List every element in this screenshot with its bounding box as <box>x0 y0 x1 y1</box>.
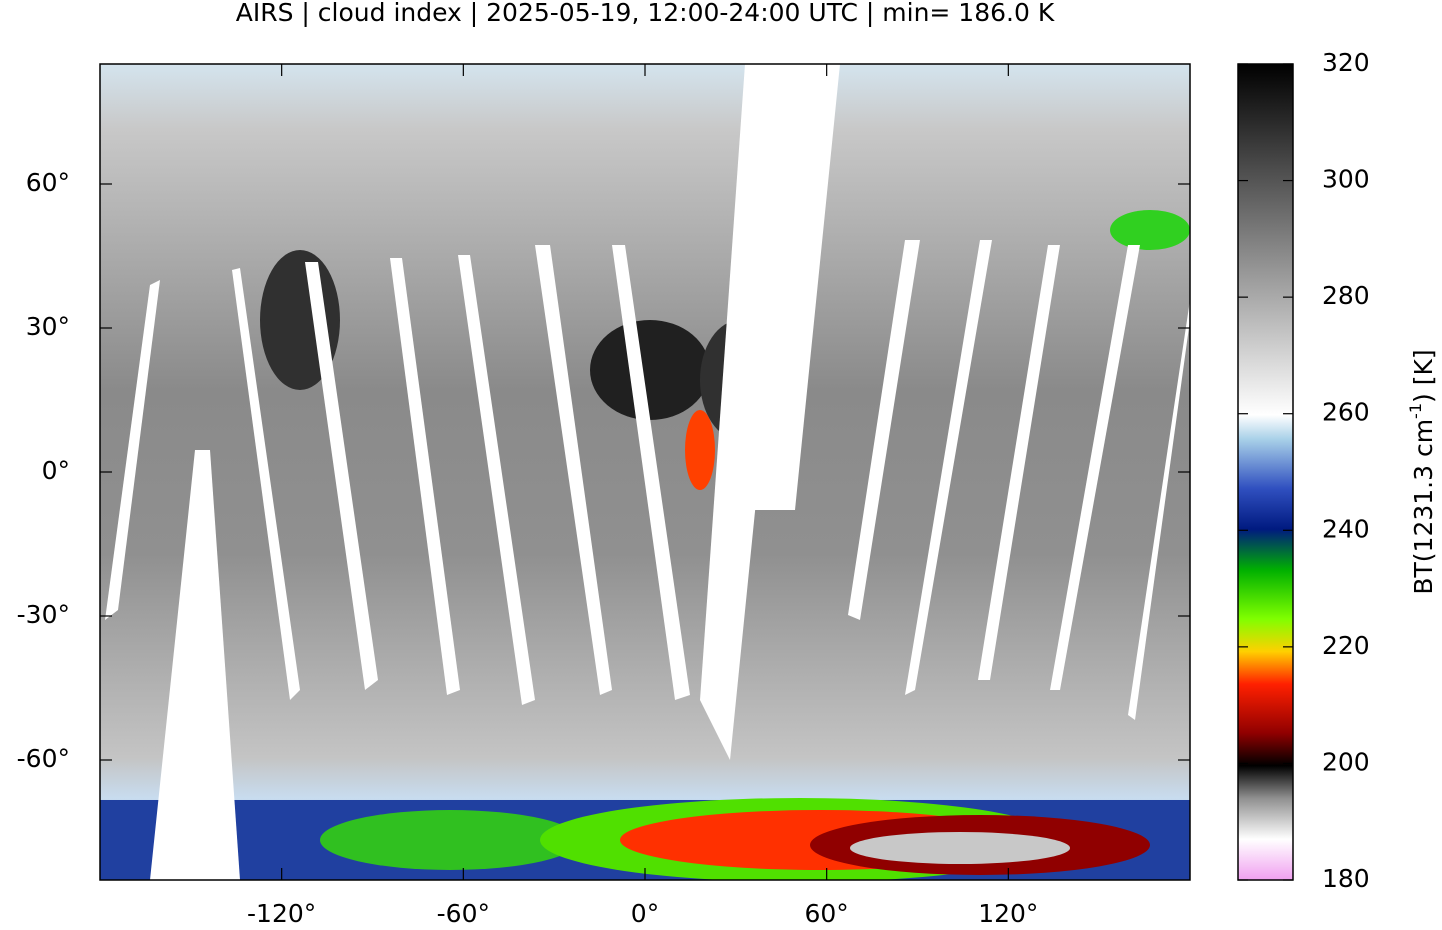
colorbar-tick-label: 180 <box>1322 864 1370 893</box>
x-tick-label: 60° <box>805 899 849 928</box>
colorbar <box>1237 63 1294 881</box>
colorbar-tick-label: 320 <box>1322 48 1370 77</box>
colorbar-tick-label: 240 <box>1322 514 1370 543</box>
colorbar-tick-label: 280 <box>1322 281 1370 310</box>
y-tick-label: -60° <box>17 744 70 773</box>
x-tick-label: -60° <box>437 899 490 928</box>
colorbar-label-text: ) [K] <box>1409 349 1438 403</box>
colorbar-tick-label: 260 <box>1322 398 1370 427</box>
colorbar-label-text: BT(1231.3 cm <box>1409 419 1438 595</box>
x-tick-label: 0° <box>631 899 659 928</box>
map-imagery <box>100 64 1190 880</box>
x-tick-label: 120° <box>978 899 1038 928</box>
colorbar-tick-label: 300 <box>1322 165 1370 194</box>
colorbar-tick-label: 200 <box>1322 747 1370 776</box>
y-tick-label: 0° <box>42 456 70 485</box>
colorbar-label: BT(1231.3 cm-1) [K] <box>1406 349 1439 594</box>
y-tick-label: 30° <box>26 312 70 341</box>
y-tick-label: -30° <box>17 600 70 629</box>
colorbar-tick-label: 220 <box>1322 631 1370 660</box>
map-title: AIRS | cloud index | 2025-05-19, 12:00-2… <box>236 0 1055 27</box>
colorbar-label-superscript: -1 <box>1406 403 1425 419</box>
x-tick-label: -120° <box>247 899 316 928</box>
y-tick-label: 60° <box>26 168 70 197</box>
